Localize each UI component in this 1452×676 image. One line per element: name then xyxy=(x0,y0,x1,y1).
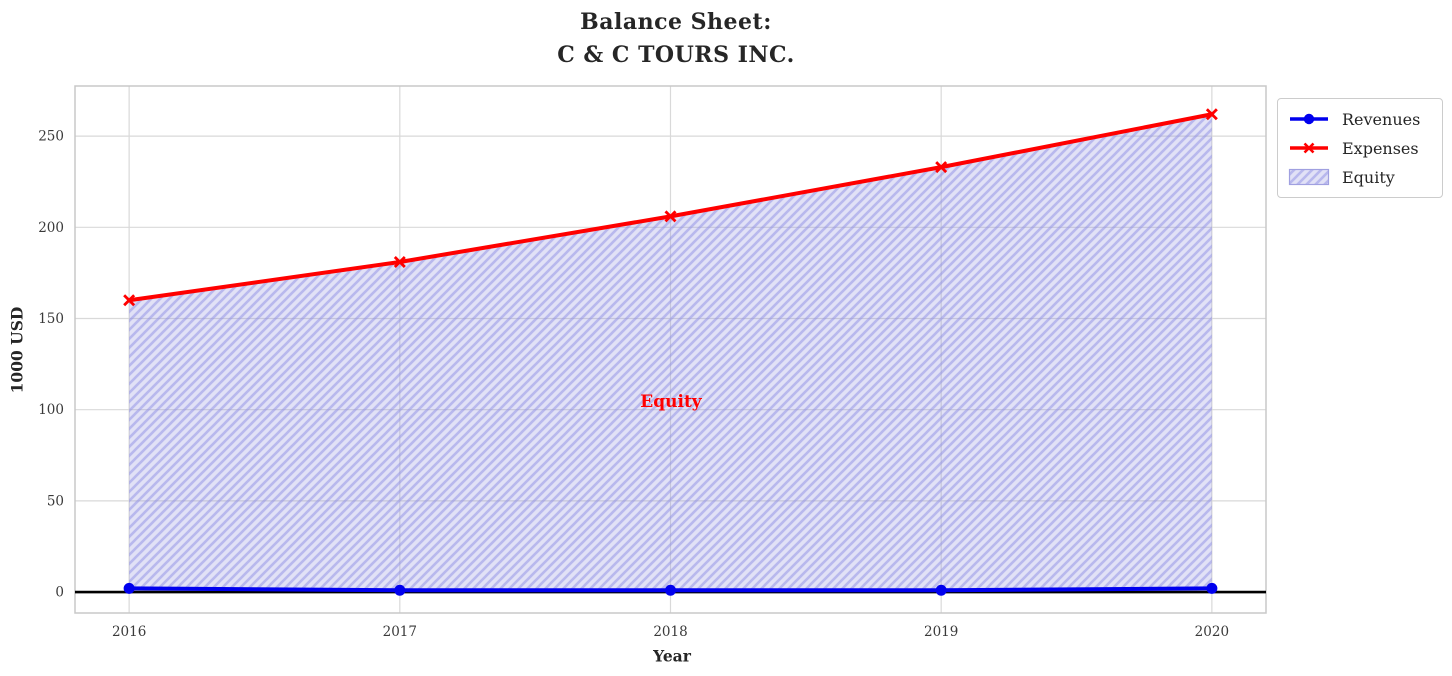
plot-border xyxy=(74,85,1267,614)
expenses-marker xyxy=(1205,108,1218,121)
expenses-marker xyxy=(935,161,948,174)
expenses-marker xyxy=(393,255,406,268)
x-tick-label: 2019 xyxy=(924,624,958,640)
expenses-line-swatch-icon xyxy=(1290,142,1328,154)
legend-item-equity: Equity xyxy=(1288,164,1432,190)
equity-area-fill xyxy=(129,114,1212,591)
x-tick-label: 2016 xyxy=(112,624,146,640)
y-axis-label: 1000 USD xyxy=(7,306,27,394)
chart-title: Balance Sheet: C & C TOURS INC. xyxy=(557,9,795,68)
x-axis-label: Year xyxy=(653,646,691,666)
revenues-line-swatch-icon xyxy=(1290,113,1328,125)
legend-label-revenues: Revenues xyxy=(1342,109,1421,129)
legend-item-revenues: Revenues xyxy=(1288,106,1432,132)
equity-fill-polygon xyxy=(129,114,1212,591)
expenses-marker xyxy=(123,294,136,307)
y-tick-label: 200 xyxy=(38,220,64,236)
revenues-marker xyxy=(665,584,676,596)
equity-annotation: Equity xyxy=(640,392,702,412)
data-series-lines xyxy=(75,108,1266,596)
x-tick-label: 2017 xyxy=(383,624,417,640)
revenues-marker xyxy=(123,582,135,594)
legend: Revenues Expenses Equity xyxy=(1277,98,1443,198)
y-tick-label: 250 xyxy=(38,129,64,145)
revenues-marker xyxy=(935,584,947,596)
expenses-marker xyxy=(664,210,677,223)
revenues-marker xyxy=(394,584,406,596)
equity-patch-swatch-icon xyxy=(1288,168,1330,186)
revenues-marker xyxy=(1206,582,1218,594)
y-tick-label: 0 xyxy=(55,585,64,601)
legend-item-expenses: Expenses xyxy=(1288,135,1432,161)
y-tick-label: 50 xyxy=(47,493,64,509)
legend-label-equity: Equity xyxy=(1342,167,1395,187)
x-tick-label: 2018 xyxy=(653,624,687,640)
x-tick-label: 2020 xyxy=(1195,624,1229,640)
legend-label-expenses: Expenses xyxy=(1342,138,1419,158)
axis-tick-labels: 0 50 100 150 200 250 2016 2017 2018 2019 2020 xyxy=(38,129,1229,640)
y-tick-label: 150 xyxy=(38,311,64,327)
y-tick-label: 100 xyxy=(38,402,64,418)
